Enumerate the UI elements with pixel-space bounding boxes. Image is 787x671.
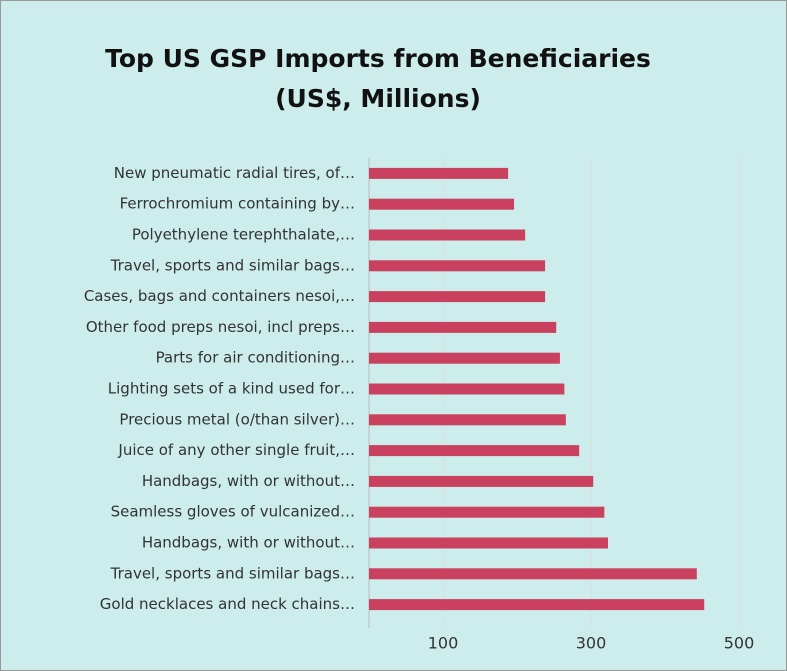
bar [369, 445, 580, 457]
x-tick-label: 100 [428, 634, 459, 653]
bar [369, 568, 697, 580]
bar [369, 291, 546, 303]
bar [369, 198, 515, 210]
y-tick-label: Handbags, with or without… [142, 472, 355, 490]
x-tick-label: 300 [576, 634, 607, 653]
bar [369, 475, 594, 487]
bar [369, 506, 605, 518]
x-tick-label: 500 [724, 634, 755, 653]
bar [369, 599, 705, 611]
bar [369, 321, 557, 333]
bar [369, 352, 560, 364]
bar [369, 383, 565, 395]
bar [369, 229, 526, 241]
y-tick-label: Parts for air conditioning… [156, 349, 355, 367]
y-tick-label: Precious metal (o/than silver)… [119, 410, 355, 428]
bar [369, 167, 509, 179]
y-tick-label: New pneumatic radial tires, of… [114, 164, 355, 182]
bar [369, 414, 566, 426]
y-tick-label: Gold necklaces and neck chains… [100, 595, 355, 613]
y-tick-label: Travel, sports and similar bags… [110, 256, 355, 274]
y-tick-label: Lighting sets of a kind used for… [108, 380, 355, 398]
y-tick-label: Seamless gloves of vulcanized… [111, 503, 355, 521]
chart-subtitle: (US$, Millions) [275, 84, 481, 113]
y-tick-label: Polyethylene terephthalate,… [132, 226, 355, 244]
bar [369, 260, 546, 272]
y-tick-label: Handbags, with or without… [142, 534, 355, 552]
y-tick-label: Cases, bags and containers nesoi,… [84, 287, 355, 305]
chart-title: Top US GSP Imports from Beneficiaries [105, 44, 651, 73]
y-tick-label: Ferrochromium containing by… [120, 195, 355, 213]
y-tick-label: Travel, sports and similar bags… [110, 564, 355, 582]
y-tick-label: Juice of any other single fruit,… [117, 441, 355, 459]
y-tick-label: Other food preps nesoi, incl preps… [86, 318, 355, 336]
bar [369, 537, 609, 549]
